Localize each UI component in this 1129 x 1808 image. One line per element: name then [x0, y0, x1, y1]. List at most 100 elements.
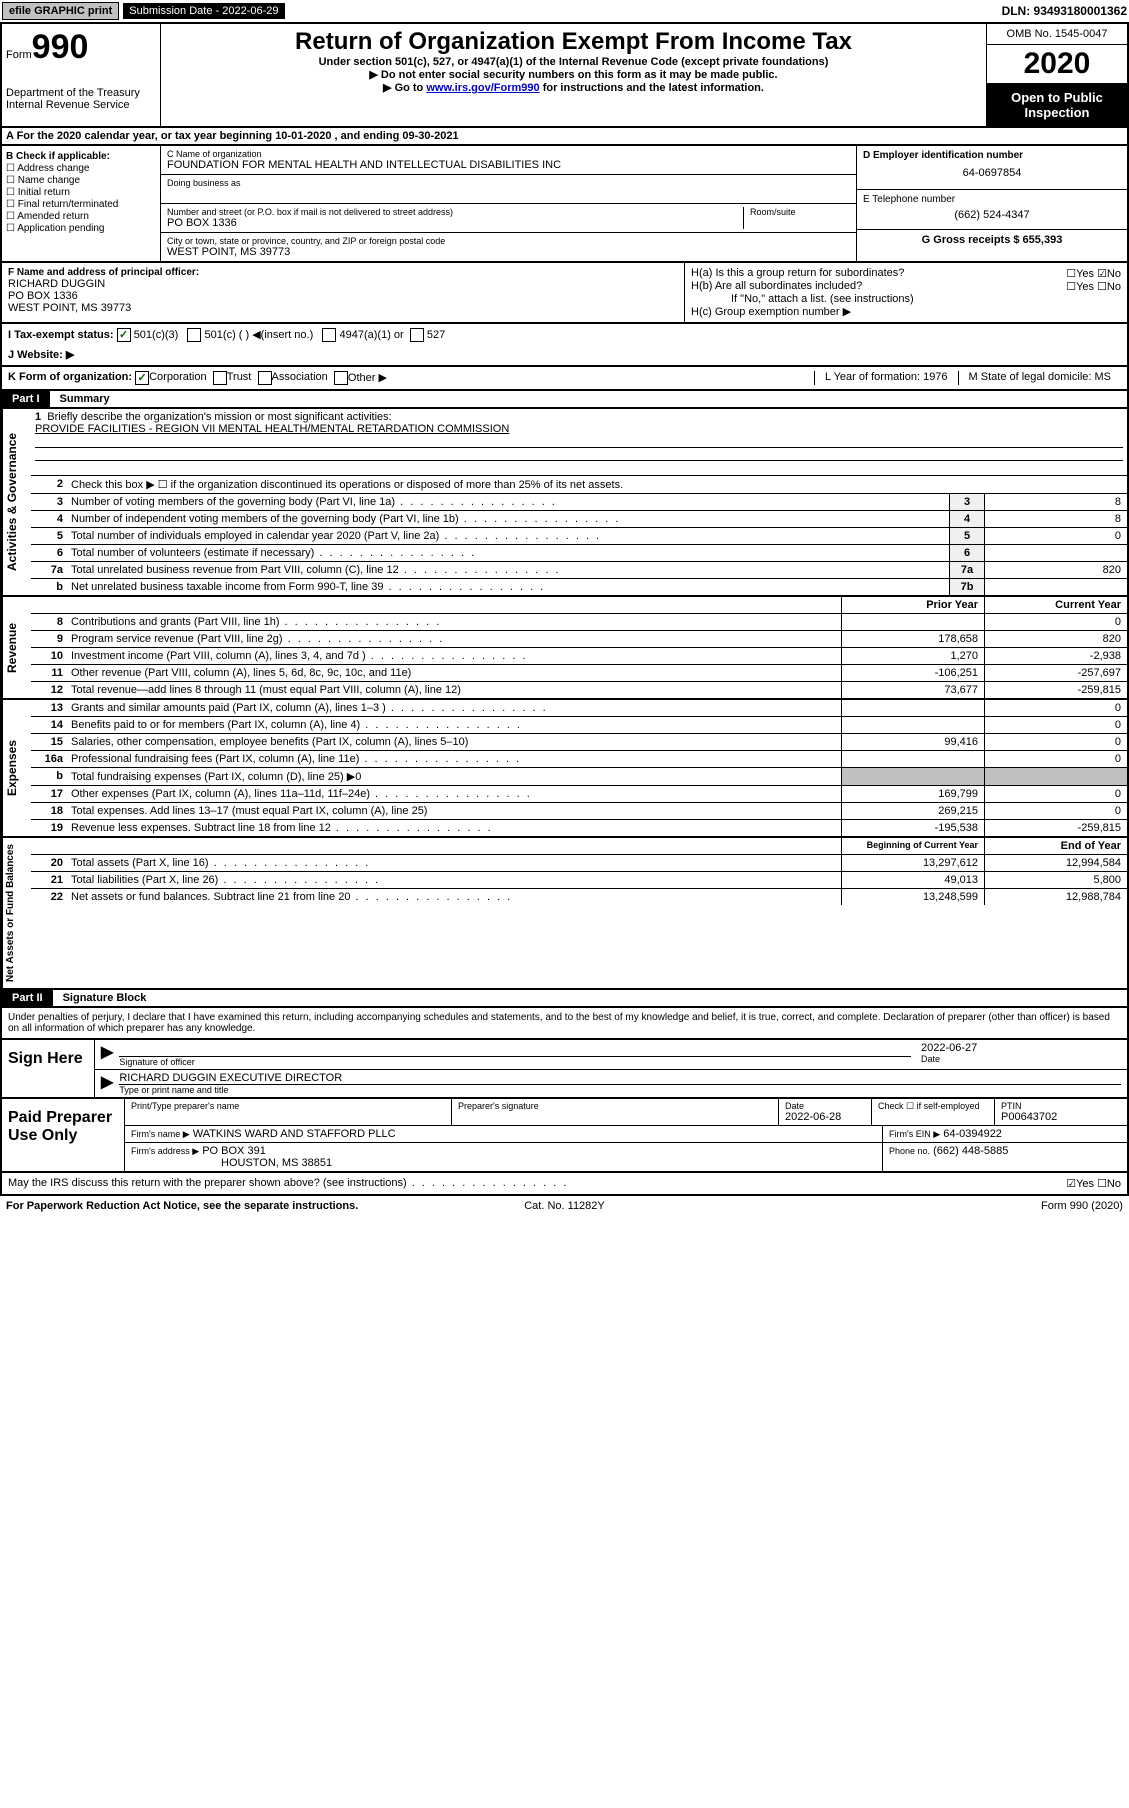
firm-address2: HOUSTON, MS 38851 [131, 1157, 876, 1169]
expenses-section: Expenses 13Grants and similar amounts pa… [0, 700, 1129, 838]
efile-button[interactable]: efile GRAPHIC print [2, 2, 119, 20]
part1-header: Part I Summary [0, 391, 1129, 409]
discuss-answer: ☑Yes ☐No [1066, 1177, 1121, 1190]
firm-ein-label: Firm's EIN ▶ [889, 1129, 940, 1139]
subordinates-answer: ☐Yes ☐No [1066, 280, 1121, 293]
dln: DLN: 93493180001362 [1002, 4, 1127, 18]
line14-desc: Benefits paid to or for members (Part IX… [67, 717, 841, 733]
year-formation: L Year of formation: 1976 [814, 371, 958, 385]
group-return-question: H(a) Is this a group return for subordin… [691, 267, 1066, 280]
line17-current: 0 [984, 786, 1127, 802]
room-suite-label: Room/suite [750, 207, 850, 217]
revenue-side-label: Revenue [2, 597, 31, 698]
line19-desc: Revenue less expenses. Subtract line 18 … [67, 820, 841, 836]
omb-number: OMB No. 1545-0047 [987, 24, 1127, 45]
line7b-value [984, 579, 1127, 595]
trust-checkbox[interactable] [213, 371, 227, 385]
501c3-checkbox[interactable]: ✓ [117, 328, 131, 342]
4947-checkbox[interactable] [322, 328, 336, 342]
501c-checkbox[interactable] [187, 328, 201, 342]
mission-text: PROVIDE FACILITIES - REGION VII MENTAL H… [35, 423, 509, 435]
signature-arrow-icon: ▶ [101, 1042, 113, 1067]
line3-desc: Number of voting members of the governin… [67, 494, 949, 510]
line12-desc: Total revenue—add lines 8 through 11 (mu… [67, 682, 841, 698]
line12-prior: 73,677 [841, 682, 984, 698]
line3-value: 8 [984, 494, 1127, 510]
dept-treasury: Department of the Treasury [6, 87, 156, 99]
amended-return-checkbox[interactable]: ☐ Amended return [6, 211, 156, 222]
top-bar: efile GRAPHIC print Submission Date - 20… [0, 0, 1129, 24]
officer-label: F Name and address of principal officer: [8, 267, 678, 278]
firm-phone: (662) 448-5885 [933, 1145, 1008, 1157]
line17-prior: 169,799 [841, 786, 984, 802]
preparer-date: 2022-06-28 [785, 1111, 865, 1123]
corp-checkbox[interactable]: ✓ [135, 371, 149, 385]
city-label: City or town, state or province, country… [167, 236, 850, 246]
line22-desc: Net assets or fund balances. Subtract li… [67, 889, 841, 905]
end-year-header: End of Year [984, 838, 1127, 854]
officer-name: RICHARD DUGGIN [8, 278, 678, 290]
line11-prior: -106,251 [841, 665, 984, 681]
application-pending-checkbox[interactable]: ☐ Application pending [6, 223, 156, 234]
line19-prior: -195,538 [841, 820, 984, 836]
tax-year: 2020 [987, 45, 1127, 84]
print-preparer-label: Print/Type preparer's name [131, 1101, 445, 1111]
line7a-value: 820 [984, 562, 1127, 578]
preparer-sig-label: Preparer's signature [458, 1101, 772, 1111]
form-header: Form990 Department of the Treasury Inter… [0, 24, 1129, 128]
subordinates-note: If "No," attach a list. (see instruction… [691, 293, 1121, 305]
line11-desc: Other revenue (Part VIII, column (A), li… [67, 665, 841, 681]
line5-value: 0 [984, 528, 1127, 544]
checkboxes-column: B Check if applicable: ☐ Address change … [2, 146, 161, 261]
firm-name: WATKINS WARD AND STAFFORD PLLC [193, 1128, 396, 1140]
self-employed-checkbox[interactable]: Check ☐ if self-employed [878, 1101, 988, 1112]
ssn-note: ▶ Do not enter social security numbers o… [165, 68, 982, 81]
officer-group-block: F Name and address of principal officer:… [0, 263, 1129, 324]
line21-end: 5,800 [984, 872, 1127, 888]
line15-prior: 99,416 [841, 734, 984, 750]
revenue-section: Revenue Prior Year Current Year 8Contrib… [0, 597, 1129, 700]
officer-address: PO BOX 1336 [8, 290, 678, 302]
irs-label: Internal Revenue Service [6, 99, 156, 111]
form-version: Form 990 (2020) [751, 1200, 1123, 1212]
assoc-checkbox[interactable] [258, 371, 272, 385]
group-exemption: H(c) Group exemption number ▶ [691, 305, 1121, 318]
527-checkbox[interactable] [410, 328, 424, 342]
line16a-prior [841, 751, 984, 767]
sign-here-block: Sign Here ▶ Signature of officer 2022-06… [0, 1040, 1129, 1099]
expenses-side-label: Expenses [2, 700, 31, 836]
org-city: WEST POINT, MS 39773 [167, 246, 850, 258]
line11-current: -257,697 [984, 665, 1127, 681]
initial-return-checkbox[interactable]: ☐ Initial return [6, 187, 156, 198]
firm-name-label: Firm's name ▶ [131, 1129, 190, 1139]
line20-desc: Total assets (Part X, line 16) [67, 855, 841, 871]
org-address: PO BOX 1336 [167, 217, 743, 229]
line10-prior: 1,270 [841, 648, 984, 664]
discuss-row: May the IRS discuss this return with the… [0, 1173, 1129, 1196]
line10-desc: Investment income (Part VIII, column (A)… [67, 648, 841, 664]
line15-current: 0 [984, 734, 1127, 750]
discuss-question: May the IRS discuss this return with the… [8, 1177, 1066, 1190]
line8-current: 0 [984, 614, 1127, 630]
sign-here-label: Sign Here [2, 1040, 95, 1097]
line21-desc: Total liabilities (Part X, line 26) [67, 872, 841, 888]
officer-printed-name: RICHARD DUGGIN EXECUTIVE DIRECTOR [119, 1072, 1121, 1085]
line9-desc: Program service revenue (Part VIII, line… [67, 631, 841, 647]
instructions-link[interactable]: www.irs.gov/Form990 [426, 82, 539, 94]
activities-side-label: Activities & Governance [2, 409, 31, 595]
name-change-checkbox[interactable]: ☐ Name change [6, 175, 156, 186]
line20-begin: 13,297,612 [841, 855, 984, 871]
line13-current: 0 [984, 700, 1127, 716]
other-checkbox[interactable] [334, 371, 348, 385]
officer-city: WEST POINT, MS 39773 [8, 302, 678, 314]
subordinates-question: H(b) Are all subordinates included? [691, 280, 1066, 293]
line2-desc: Check this box ▶ ☐ if the organization d… [67, 476, 1127, 493]
paperwork-notice: For Paperwork Reduction Act Notice, see … [6, 1200, 378, 1212]
public-inspection: Open to Public Inspection [987, 84, 1127, 126]
address-change-checkbox[interactable]: ☐ Address change [6, 163, 156, 174]
final-return-checkbox[interactable]: ☐ Final return/terminated [6, 199, 156, 210]
dba-label: Doing business as [167, 178, 850, 188]
line15-desc: Salaries, other compensation, employee b… [67, 734, 841, 750]
org-name: FOUNDATION FOR MENTAL HEALTH AND INTELLE… [167, 159, 850, 171]
current-year-header: Current Year [984, 597, 1127, 613]
